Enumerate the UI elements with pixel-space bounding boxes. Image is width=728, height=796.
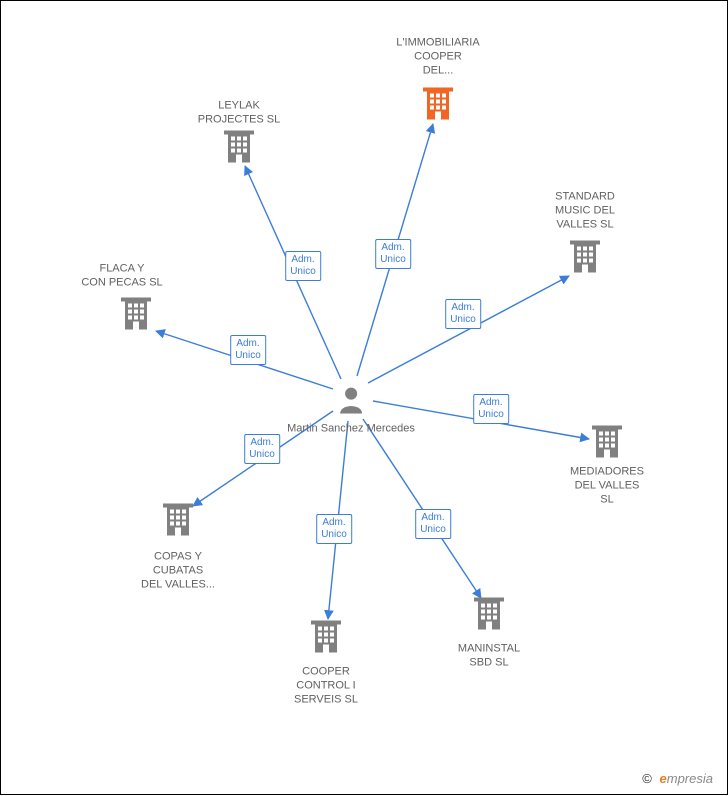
edge-label: Adm. Unico: [375, 239, 411, 269]
edge-label: Adm. Unico: [473, 394, 509, 424]
company-label-cooper: COOPER CONTROL I SERVEIS SL: [294, 665, 358, 706]
company-label-standard: STANDARD MUSIC DEL VALLES SL: [555, 190, 615, 231]
company-node-leylak[interactable]: [224, 131, 254, 168]
building-icon: [311, 621, 341, 658]
watermark: © empresia: [642, 771, 713, 786]
company-node-standard[interactable]: [570, 241, 600, 278]
company-label-mediadores: MEDIADORES DEL VALLES SL: [570, 465, 644, 506]
company-node-flaca[interactable]: [121, 298, 151, 335]
building-icon: [474, 598, 504, 635]
company-node-immobiliaria[interactable]: [423, 88, 453, 125]
company-label-maninstal: MANINSTAL SBD SL: [458, 642, 520, 670]
building-icon: [163, 504, 193, 541]
edge-label: Adm. Unico: [230, 335, 266, 365]
edge-label: Adm. Unico: [244, 434, 280, 464]
company-node-copas[interactable]: [163, 504, 193, 541]
center-person-node[interactable]: Martin Sanchez Mercedes: [287, 386, 415, 437]
company-label-immobiliaria: L'IMMOBILIARIA COOPER DEL...: [396, 36, 479, 77]
center-person-label: Martin Sanchez Mercedes: [287, 423, 415, 437]
watermark-rest: mpresia: [667, 771, 713, 786]
edge-line: [368, 276, 569, 383]
diagram-canvas: LEYLAK PROJECTES SL L'IMMOBILIARIA COOPE…: [0, 0, 728, 795]
company-label-flaca: FLACA Y CON PECAS SL: [81, 262, 162, 290]
edge-label: Adm. Unico: [415, 509, 451, 539]
edge-label: Adm. Unico: [316, 514, 352, 544]
person-icon: [338, 386, 364, 419]
company-label-leylak: LEYLAK PROJECTES SL: [198, 99, 281, 127]
company-node-maninstal[interactable]: [474, 598, 504, 635]
building-icon: [121, 298, 151, 335]
building-icon: [592, 426, 622, 463]
building-icon: [570, 241, 600, 278]
company-label-copas: COPAS Y CUBATAS DEL VALLES...: [141, 550, 215, 591]
edge-label: Adm. Unico: [445, 299, 481, 329]
company-node-cooper[interactable]: [311, 621, 341, 658]
building-icon: [224, 131, 254, 168]
watermark-e: e: [660, 771, 667, 786]
company-node-mediadores[interactable]: [592, 426, 622, 463]
building-icon: [423, 88, 453, 125]
copyright-symbol: ©: [642, 771, 652, 786]
edge-label: Adm. Unico: [285, 251, 321, 281]
